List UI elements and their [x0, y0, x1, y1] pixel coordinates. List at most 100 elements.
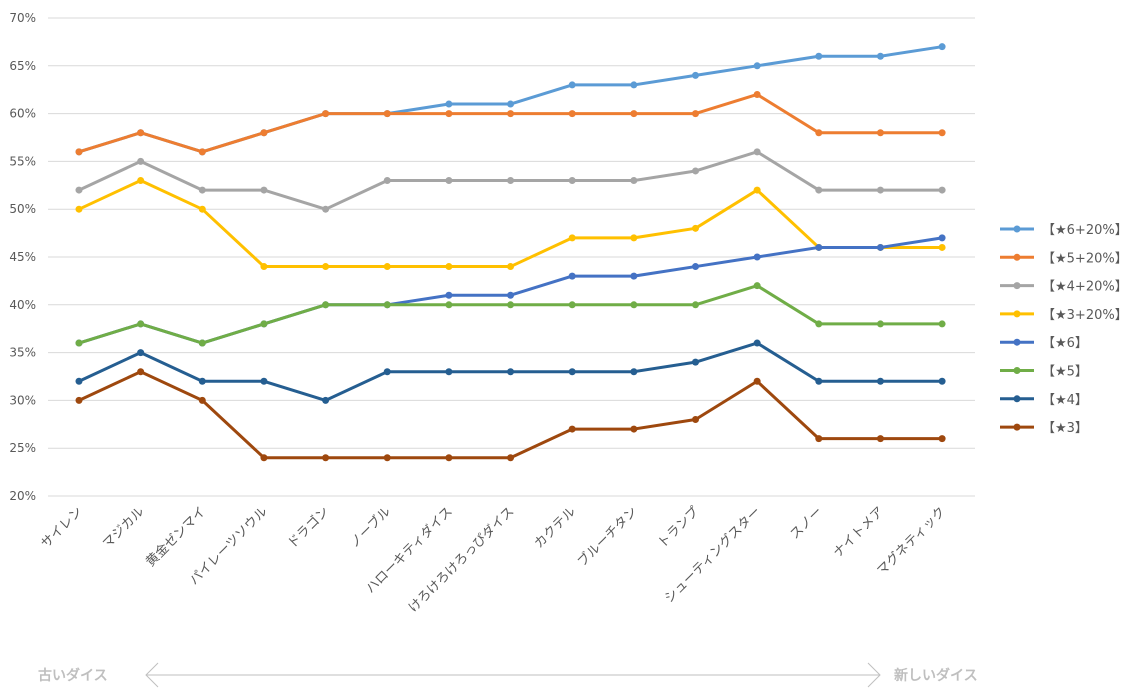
- data-point: [692, 301, 699, 309]
- data-point: [568, 301, 576, 309]
- series-4: [75, 234, 946, 347]
- data-point: [445, 177, 453, 185]
- data-point: [137, 129, 145, 137]
- legend-label: 【★4】: [1042, 393, 1088, 408]
- data-point: [445, 368, 453, 376]
- data-point: [815, 320, 823, 328]
- y-axis-ticks: 20% 25% 30% 35% 40% 45% 50% 55% 60% 65% 70%: [9, 11, 36, 503]
- legend-marker: [1013, 225, 1021, 233]
- y-tick-label: 55%: [9, 154, 36, 168]
- data-point: [815, 377, 823, 385]
- data-point: [260, 320, 268, 328]
- legend-item: 【★6】: [1000, 336, 1088, 351]
- data-point: [445, 100, 453, 108]
- series-5: [75, 282, 946, 347]
- arrow-head-left: [145, 662, 159, 688]
- series-line: [78, 236, 943, 345]
- data-point: [876, 186, 884, 194]
- data-point: [753, 62, 761, 70]
- data-point: [876, 129, 884, 137]
- data-point: [938, 377, 946, 385]
- data-point: [815, 52, 823, 60]
- y-tick-label: 20%: [9, 489, 36, 503]
- data-point: [692, 263, 699, 271]
- data-point: [630, 81, 638, 89]
- legend-item: 【★3】: [1000, 421, 1088, 436]
- data-point: [753, 186, 761, 194]
- data-point: [692, 167, 699, 175]
- data-point: [630, 272, 638, 280]
- series-lines: [75, 43, 946, 462]
- data-point: [630, 234, 638, 242]
- x-tick-label: マジカル: [100, 504, 147, 551]
- data-point: [137, 320, 145, 328]
- data-point: [630, 301, 638, 309]
- data-point: [137, 177, 145, 185]
- y-tick-label: 40%: [9, 298, 36, 312]
- age-arrow: 古いダイス 新しいダイス: [38, 662, 978, 688]
- data-point: [568, 272, 576, 280]
- legend-marker: [1013, 423, 1021, 431]
- data-point: [137, 349, 145, 357]
- data-point: [322, 263, 330, 271]
- legend-label: 【★4+20%】: [1042, 280, 1128, 295]
- legend-item: 【★5+20%】: [1000, 251, 1128, 266]
- data-point: [322, 396, 330, 404]
- data-point: [876, 243, 884, 251]
- legend-item: 【★4+20%】: [1000, 280, 1128, 295]
- legend-label: 【★5+20%】: [1042, 251, 1128, 266]
- legend-item: 【★4】: [1000, 393, 1088, 408]
- data-point: [260, 186, 268, 194]
- gridlines: [48, 17, 975, 497]
- data-point: [383, 368, 391, 376]
- data-point: [692, 358, 699, 366]
- old-dice-label: 古いダイス: [38, 667, 108, 684]
- data-point: [753, 253, 761, 261]
- data-point: [75, 377, 83, 385]
- data-point: [815, 186, 823, 194]
- legend-marker: [1013, 282, 1021, 290]
- legend-item: 【★6+20%】: [1000, 223, 1128, 238]
- data-point: [507, 291, 515, 299]
- x-tick-label: ブルーチタン: [574, 504, 640, 570]
- data-point: [692, 416, 699, 424]
- data-point: [507, 100, 515, 108]
- y-tick-label: 30%: [9, 393, 36, 407]
- data-point: [507, 263, 515, 271]
- data-point: [692, 224, 699, 232]
- data-point: [198, 396, 206, 404]
- data-point: [507, 454, 515, 462]
- data-point: [876, 320, 884, 328]
- data-point: [815, 435, 823, 443]
- data-point: [322, 454, 330, 462]
- data-point: [753, 339, 761, 347]
- data-point: [260, 454, 268, 462]
- x-tick-label: サイレン: [38, 504, 85, 551]
- legend-label: 【★5】: [1042, 365, 1088, 380]
- y-tick-label: 65%: [9, 59, 36, 73]
- data-point: [568, 81, 576, 89]
- data-point: [198, 148, 206, 156]
- series-6: [75, 339, 946, 404]
- legend-marker: [1013, 395, 1021, 403]
- data-point: [568, 110, 576, 118]
- data-point: [445, 301, 453, 309]
- series-0: [75, 43, 946, 156]
- data-point: [876, 52, 884, 60]
- legend-label: 【★6】: [1042, 336, 1088, 351]
- data-point: [198, 377, 206, 385]
- y-tick-label: 60%: [9, 107, 36, 121]
- series-2: [75, 148, 946, 213]
- data-point: [445, 454, 453, 462]
- data-point: [445, 263, 453, 271]
- data-point: [137, 157, 145, 165]
- data-point: [630, 110, 638, 118]
- data-point: [876, 377, 884, 385]
- legend-marker: [1013, 367, 1021, 374]
- data-point: [568, 177, 576, 185]
- x-tick-label: ナイトメア: [831, 504, 888, 561]
- legend: 【★6+20%】【★5+20%】【★4+20%】【★3+20%】【★6】【★5】…: [1000, 223, 1128, 436]
- data-point: [938, 43, 946, 51]
- data-point: [322, 301, 330, 309]
- x-tick-label: 黄金ゼンマイ: [143, 504, 209, 570]
